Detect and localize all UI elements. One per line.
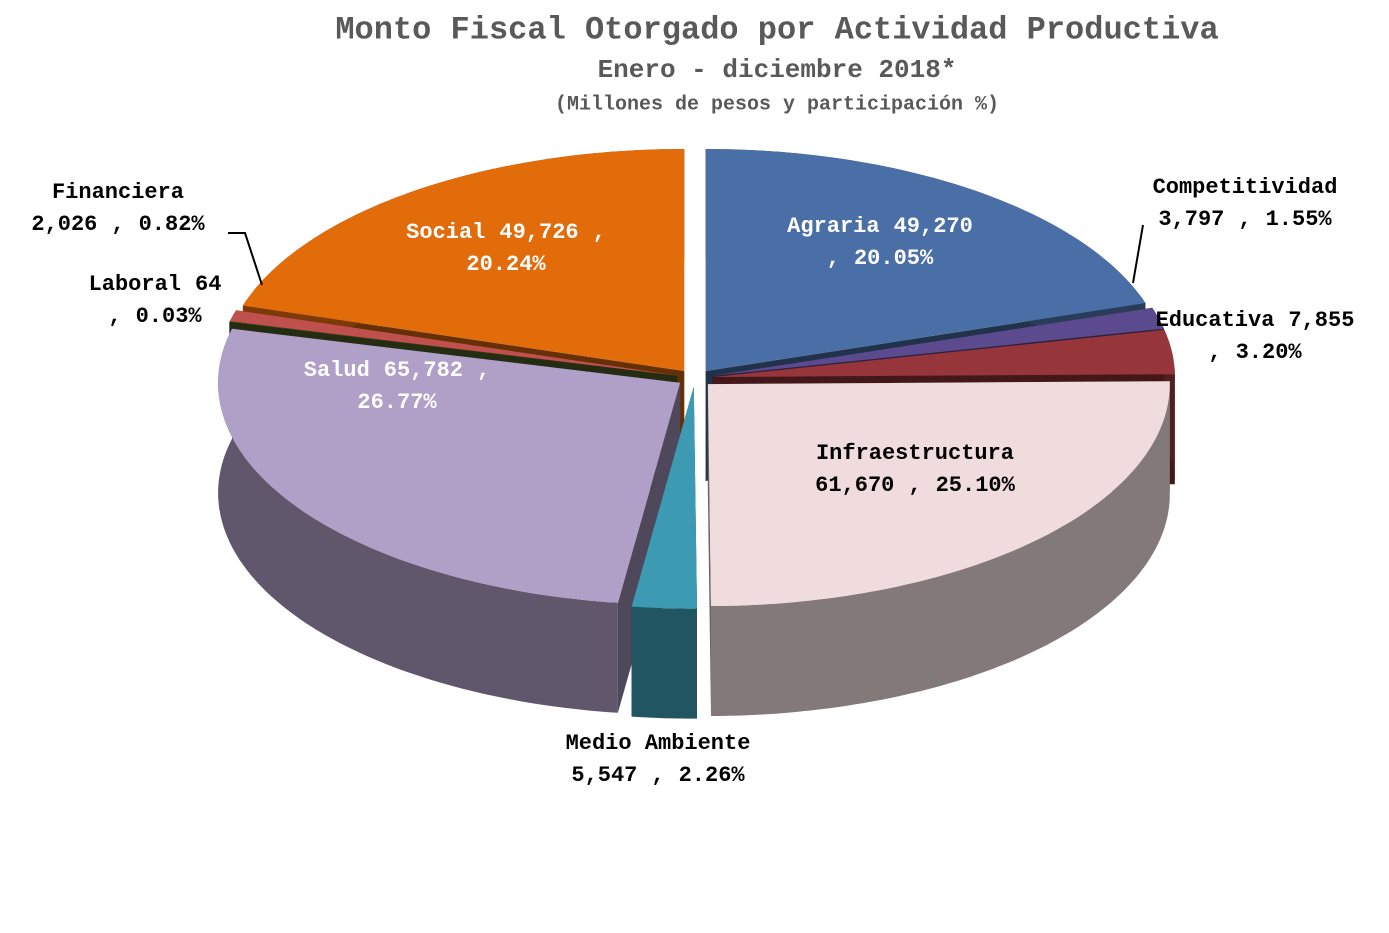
label-category: Financiera [52,180,184,205]
label-category: Agraria [787,214,879,239]
label-percent: 0.03% [136,304,203,329]
data-label: 26.77% [357,390,437,415]
label-category: Salud [304,358,370,383]
chart-subtitle: Enero - diciembre 2018* [598,55,957,85]
label-category: Laboral [89,272,181,297]
label-value: 5,547 [571,763,637,788]
label-percent: 1.55% [1266,207,1333,232]
label-value: 3,797 [1158,207,1224,232]
data-label: Social 49,726, [406,220,606,245]
label-separator: , [111,212,124,237]
label-category: Social [406,220,485,245]
slice-side [632,607,697,719]
leader-line [1133,225,1143,283]
label-percent: 0.82% [139,212,206,237]
label-value: 2,026 [31,212,97,237]
label-separator: , [477,358,490,383]
label-percent: 3.20% [1236,340,1303,365]
label-value: 7,855 [1288,308,1354,333]
label-category: Competitividad [1153,175,1338,200]
slice [708,381,1170,716]
data-label: Salud 65,782, [304,358,490,383]
label-value: 49,270 [894,214,973,239]
data-label: Medio Ambiente [566,731,751,756]
label-percent: 20.24% [466,252,546,277]
data-label: 2,026, 0.82% [31,212,205,237]
data-label: 5,547, 2.26% [571,763,745,788]
label-separator: , [1238,207,1251,232]
label-percent: 2.26% [679,763,746,788]
data-label: , 0.03% [108,304,202,329]
label-category: Medio Ambiente [566,731,751,756]
label-separator: , [908,473,921,498]
label-percent: 26.77% [357,390,437,415]
label-separator: , [651,763,664,788]
data-label: Laboral 64 [89,272,222,297]
label-value: 65,782 [384,358,463,383]
label-separator: , [1208,340,1221,365]
label-separator: , [827,246,840,271]
data-label: 61,670, 25.10% [815,473,1015,498]
label-value: 64 [195,272,221,297]
label-value: 61,670 [815,473,894,498]
pie [218,149,1175,719]
data-label: Competitividad [1153,175,1338,200]
data-label: Infraestructura [816,441,1014,466]
label-category: Infraestructura [816,441,1014,466]
chart-title: Monto Fiscal Otorgado por Actividad Prod… [335,11,1218,48]
label-separator: , [108,304,121,329]
data-label: Financiera [52,180,184,205]
data-label: Educativa 7,855 [1156,308,1355,333]
slice [218,329,680,713]
data-label: 20.24% [466,252,546,277]
data-label: 3,797, 1.55% [1158,207,1332,232]
label-percent: 25.10% [936,473,1016,498]
leader-line [228,233,262,285]
label-category: Educativa [1156,308,1275,333]
label-value: 49,726 [499,220,578,245]
label-separator: , [593,220,606,245]
label-percent: 20.05% [854,246,934,271]
chart-note: (Millones de pesos y participación %) [555,93,999,116]
data-label: , 3.20% [1208,340,1302,365]
